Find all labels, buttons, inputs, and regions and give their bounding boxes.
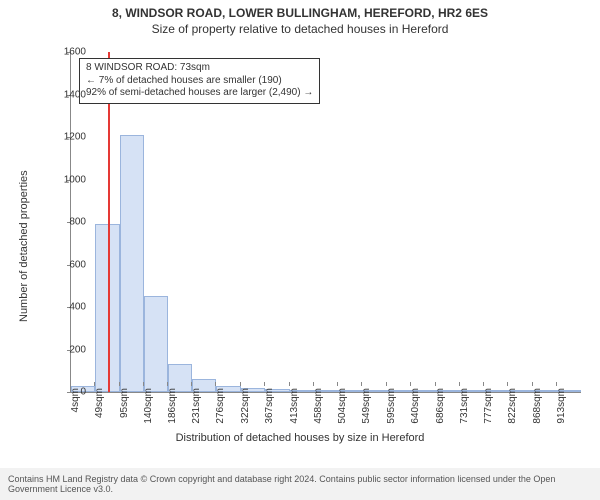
chart-title-main: 8, WINDSOR ROAD, LOWER BULLINGHAM, HEREF… bbox=[0, 0, 600, 20]
x-tick-label: 458sqm bbox=[313, 388, 324, 438]
annotation-line2: ← 7% of detached houses are smaller (190… bbox=[86, 75, 313, 88]
y-tick-label: 1000 bbox=[46, 174, 86, 185]
x-tick-mark bbox=[119, 382, 120, 386]
x-tick-label: 322sqm bbox=[240, 388, 251, 438]
x-tick-mark bbox=[191, 382, 192, 386]
x-tick-label: 640sqm bbox=[410, 388, 421, 438]
y-tick-label: 600 bbox=[46, 259, 86, 270]
x-tick-label: 822sqm bbox=[507, 388, 518, 438]
x-tick-mark bbox=[70, 382, 71, 386]
x-tick-mark bbox=[459, 382, 460, 386]
chart-container: Number of detached properties 8 WINDSOR … bbox=[0, 42, 600, 442]
x-tick-mark bbox=[215, 382, 216, 386]
x-tick-label: 367sqm bbox=[264, 388, 275, 438]
y-tick-label: 800 bbox=[46, 217, 86, 228]
x-tick-label: 95sqm bbox=[119, 388, 130, 438]
x-tick-label: 913sqm bbox=[556, 388, 567, 438]
x-tick-label: 4sqm bbox=[70, 388, 81, 438]
histogram-bar bbox=[144, 296, 169, 392]
y-tick-label: 400 bbox=[46, 302, 86, 313]
y-tick-label: 1600 bbox=[46, 47, 86, 58]
x-tick-label: 731sqm bbox=[459, 388, 470, 438]
x-tick-mark bbox=[313, 382, 314, 386]
x-tick-label: 276sqm bbox=[215, 388, 226, 438]
x-tick-mark bbox=[337, 382, 338, 386]
x-tick-mark bbox=[532, 382, 533, 386]
y-tick-label: 1200 bbox=[46, 132, 86, 143]
x-tick-mark bbox=[94, 382, 95, 386]
footer-text: Contains HM Land Registry data © Crown c… bbox=[0, 468, 600, 500]
chart-title-sub: Size of property relative to detached ho… bbox=[0, 20, 600, 36]
x-tick-label: 777sqm bbox=[483, 388, 494, 438]
x-tick-label: 231sqm bbox=[191, 388, 202, 438]
x-tick-mark bbox=[483, 382, 484, 386]
y-tick-label: 200 bbox=[46, 344, 86, 355]
y-tick-label: 1400 bbox=[46, 89, 86, 100]
x-tick-mark bbox=[410, 382, 411, 386]
histogram-bar bbox=[120, 135, 144, 392]
y-axis-label: Number of detached properties bbox=[18, 170, 30, 322]
annotation-box: 8 WINDSOR ROAD: 73sqm ← 7% of detached h… bbox=[79, 58, 320, 104]
x-tick-mark bbox=[386, 382, 387, 386]
x-axis-label: Distribution of detached houses by size … bbox=[0, 432, 600, 444]
annotation-line1: 8 WINDSOR ROAD: 73sqm bbox=[86, 62, 313, 75]
x-tick-label: 49sqm bbox=[94, 388, 105, 438]
x-tick-label: 549sqm bbox=[361, 388, 372, 438]
x-tick-label: 413sqm bbox=[289, 388, 300, 438]
x-tick-mark bbox=[264, 382, 265, 386]
x-tick-label: 595sqm bbox=[386, 388, 397, 438]
x-tick-mark bbox=[240, 382, 241, 386]
x-tick-mark bbox=[507, 382, 508, 386]
x-tick-mark bbox=[143, 382, 144, 386]
x-tick-mark bbox=[361, 382, 362, 386]
x-tick-mark bbox=[289, 382, 290, 386]
x-tick-mark bbox=[556, 382, 557, 386]
x-tick-label: 186sqm bbox=[167, 388, 178, 438]
annotation-line3: 92% of semi-detached houses are larger (… bbox=[86, 87, 313, 100]
x-tick-mark bbox=[167, 382, 168, 386]
x-tick-mark bbox=[435, 382, 436, 386]
x-tick-label: 868sqm bbox=[532, 388, 543, 438]
x-tick-label: 686sqm bbox=[435, 388, 446, 438]
plot-area: 8 WINDSOR ROAD: 73sqm ← 7% of detached h… bbox=[70, 52, 581, 393]
x-tick-label: 140sqm bbox=[143, 388, 154, 438]
x-tick-label: 504sqm bbox=[337, 388, 348, 438]
